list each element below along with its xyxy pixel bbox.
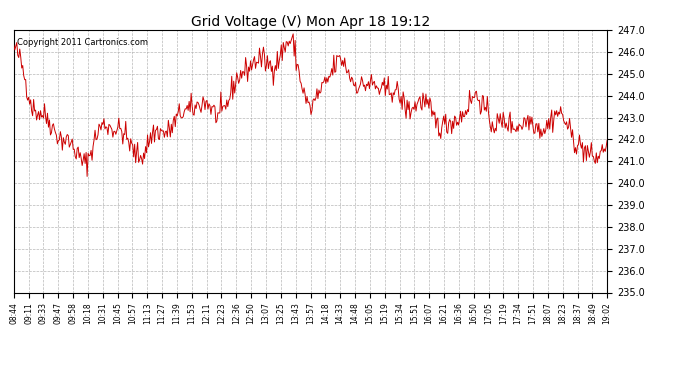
Text: Copyright 2011 Cartronics.com: Copyright 2011 Cartronics.com [17, 38, 148, 47]
Title: Grid Voltage (V) Mon Apr 18 19:12: Grid Voltage (V) Mon Apr 18 19:12 [191, 15, 430, 29]
